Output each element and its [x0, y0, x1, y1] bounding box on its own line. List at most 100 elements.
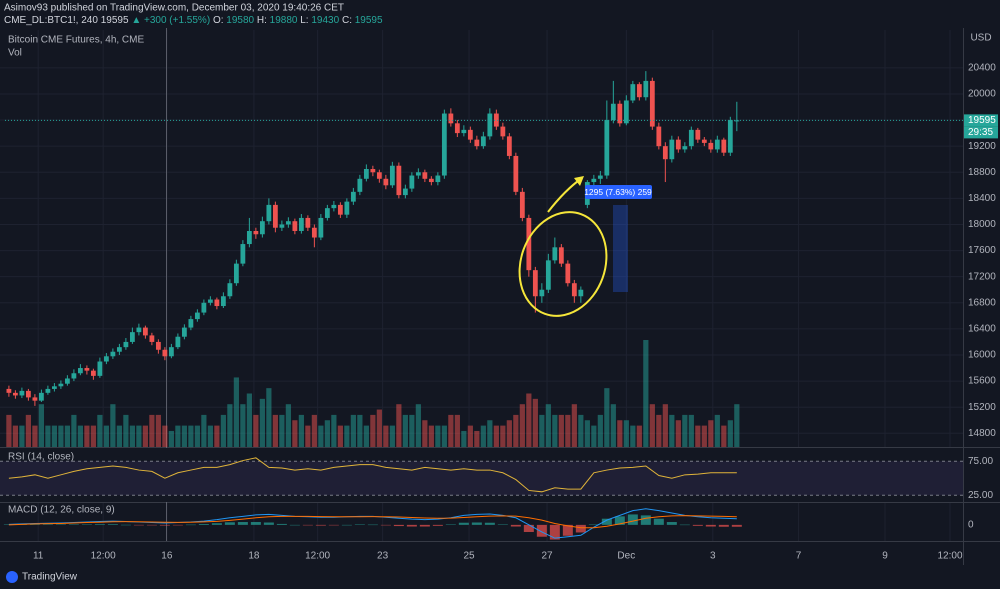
- volume-bar: [357, 414, 363, 447]
- macd-hist: [367, 524, 378, 526]
- volume-bar: [493, 425, 499, 447]
- macd-hist: [575, 524, 586, 533]
- macd-hist: [146, 524, 157, 526]
- candle-body: [292, 221, 298, 231]
- candle-body: [181, 327, 187, 337]
- volume-bar: [610, 404, 616, 447]
- volume-bar: [721, 425, 727, 447]
- macd-hist: [536, 524, 547, 537]
- candle-body: [422, 172, 428, 179]
- volume-bar: [701, 425, 707, 447]
- volume-bar: [409, 414, 415, 447]
- rsi-line: [8, 457, 737, 493]
- volume-bar: [175, 425, 181, 447]
- volume-bar: [532, 398, 538, 447]
- candle-body: [64, 378, 70, 384]
- currency: USD: [970, 33, 991, 44]
- x-tick-label: 7: [796, 551, 802, 562]
- macd-tick-label: 0: [968, 520, 974, 531]
- candle-body: [162, 349, 168, 357]
- volume-bar: [435, 425, 441, 447]
- candle-body: [129, 332, 135, 342]
- macd-hist: [341, 524, 352, 526]
- volume-bar: [6, 414, 12, 447]
- volume-bar: [734, 404, 740, 447]
- volume-bar: [77, 425, 83, 447]
- y-tick-label: 20400: [968, 62, 996, 73]
- candle-body: [58, 383, 64, 387]
- macd-hist: [211, 523, 222, 525]
- x-tick-label: Dec: [617, 551, 635, 562]
- volume-bar: [669, 414, 675, 447]
- change: ▲ +300 (+1.55%): [131, 15, 210, 26]
- macd-hist: [692, 524, 703, 526]
- volume-bar: [708, 420, 714, 447]
- macd-hist: [419, 524, 430, 527]
- volume-bar: [604, 388, 610, 447]
- c-label: C:: [342, 15, 352, 26]
- volume-bar: [285, 404, 291, 447]
- volume-bar: [422, 420, 428, 447]
- rsi-title: RSI (14, close): [8, 452, 74, 463]
- volume-bar: [220, 414, 226, 447]
- volume-bar: [19, 425, 25, 447]
- macd-hist: [510, 524, 521, 527]
- volume-bar: [688, 414, 694, 447]
- macd-hist: [107, 524, 118, 525]
- volume-bar: [272, 414, 278, 447]
- volume-bar: [32, 425, 38, 447]
- volume-bar: [376, 409, 382, 447]
- last-price-label: 19595: [968, 115, 996, 126]
- macd-hist: [523, 524, 534, 532]
- candle-body: [77, 368, 83, 374]
- macd-hist: [172, 524, 183, 526]
- brand-name[interactable]: TradingView: [22, 572, 78, 583]
- measure-label: 1295 (7.63%) 259: [584, 187, 652, 197]
- macd-hist: [484, 522, 495, 525]
- countdown: 29:35: [968, 127, 993, 138]
- macd-hist: [185, 524, 196, 526]
- volume-bar: [240, 404, 246, 447]
- annotation-arrowhead: [574, 176, 584, 186]
- macd-hist: [406, 524, 417, 527]
- volume-bar: [578, 414, 584, 447]
- y-tick-label: 14800: [968, 428, 996, 439]
- volume-bar: [487, 420, 493, 447]
- candle-body: [474, 139, 480, 147]
- candle-body: [188, 319, 194, 328]
- candle-body: [357, 178, 363, 192]
- volume-bar: [389, 425, 395, 447]
- volume-bar: [84, 425, 90, 447]
- volume-bar: [461, 430, 467, 447]
- candle-body: [214, 299, 220, 307]
- volume-bar: [136, 425, 142, 447]
- volume-title: Vol: [8, 48, 22, 59]
- x-tick-label: 3: [710, 551, 716, 562]
- h-label: H:: [257, 15, 267, 26]
- macd-hist: [328, 524, 339, 526]
- candle-body: [253, 230, 259, 235]
- macd-hist: [315, 524, 326, 526]
- candle-body: [701, 139, 707, 143]
- candle-body: [45, 388, 51, 393]
- volume-bar: [727, 420, 733, 447]
- candle-body: [578, 289, 584, 297]
- candle-body: [383, 178, 389, 186]
- volume-bar: [12, 425, 18, 447]
- candle-body: [656, 126, 662, 147]
- macd-hist: [471, 522, 482, 525]
- volume-bar: [214, 425, 220, 447]
- brand-logo[interactable]: [6, 571, 18, 583]
- volume-bar: [643, 340, 649, 447]
- macd-hist: [68, 524, 79, 525]
- volume-bar: [233, 377, 239, 447]
- macd-hist: [380, 524, 391, 526]
- macd-hist: [614, 516, 625, 525]
- y-tick-label: 16800: [968, 297, 996, 308]
- o: 19580: [226, 15, 254, 26]
- volume-bar: [201, 414, 207, 447]
- l: 19430: [311, 15, 339, 26]
- volume-bar: [71, 414, 77, 447]
- volume-bar: [168, 430, 174, 447]
